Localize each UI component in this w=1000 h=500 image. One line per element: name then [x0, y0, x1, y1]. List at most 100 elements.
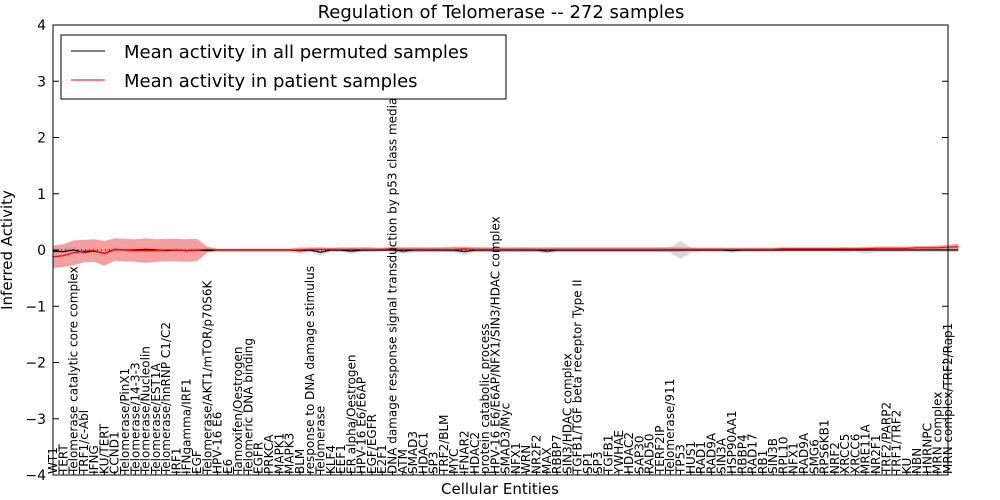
x-tick-label: Telomerase/PinX1 — [118, 368, 132, 475]
x-tick-label: NRF2 — [828, 442, 842, 474]
y-tick-label: 3 — [37, 74, 46, 90]
x-tick-label: CCND1 — [108, 431, 122, 474]
x-tick-label: HDAC2 — [622, 432, 636, 474]
x-tick-label: NFX1 — [787, 442, 801, 474]
y-axis-title: Inferred Activity — [0, 190, 16, 310]
x-tick-label: XRCC6 — [848, 434, 862, 474]
x-tick-label: RAD1 — [694, 441, 708, 474]
legend-box — [60, 34, 507, 100]
x-tick-label: RAD9A — [704, 432, 718, 474]
x-tick-label: TGFB1/TGF beta receptor Type II — [571, 279, 585, 475]
x-tick-label: EGF — [190, 450, 204, 474]
x-tick-label: MAPK1 — [272, 433, 286, 474]
series-1-line — [52, 246, 959, 258]
x-tick-label: MYC — [447, 449, 461, 474]
x-tick-label: BLM — [293, 449, 307, 474]
x-tick-label: HPV-16 E6/E6AP/NFX1/SIN3/HDAC complex — [488, 216, 502, 474]
x-tick-label: ATM — [396, 449, 410, 474]
x-tick-label: SIN3/HDAC complex — [560, 353, 574, 474]
y-tick-label: −4 — [25, 468, 46, 484]
series-1-band — [53, 238, 959, 268]
x-tick-label: TRF2/BLM — [437, 414, 451, 475]
x-tick-label: PRKCA — [262, 434, 276, 474]
x-tick-label: HNRNPC — [920, 423, 934, 474]
y-tick-label: 1 — [37, 187, 46, 203]
x-tick-label: RPS6KB1 — [818, 419, 832, 474]
x-axis-title: Cellular Entities — [441, 480, 559, 498]
x-tick-label: WT1 — [46, 447, 60, 474]
x-tick-label: IFNG — [87, 445, 101, 474]
x-tick-label: IFNgamma/IRF1 — [180, 378, 194, 474]
x-tick-label: NR2F1 — [869, 435, 883, 475]
x-tick-label: Telomerase/14-3-3 — [128, 362, 142, 475]
y-tick-label: −3 — [25, 412, 46, 428]
x-tick-label: SMAD3 — [406, 431, 420, 474]
y-tick-label: 2 — [37, 131, 46, 147]
x-tick-label: Telomerase/AKT1/mTOR/p70S6K — [200, 279, 214, 475]
x-tick-label: ER alpha/Oestrogen — [344, 355, 358, 474]
x-tick-label: HSP90AA1 — [725, 410, 739, 474]
x-tick-label: TERT — [56, 444, 70, 475]
x-tick-label: SIN3A — [715, 437, 729, 474]
x-tick-label: SAP30 — [632, 435, 646, 474]
x-tick-label: E6 — [221, 459, 235, 474]
x-tick-label: SP1 — [581, 451, 595, 474]
x-tick-label: TRF1/TRF2 — [890, 410, 904, 475]
x-tick-label: DNA damage response signal transduction … — [386, 81, 400, 474]
x-tick-label: EGFR — [252, 442, 266, 474]
x-tick-label: NFX1 — [509, 442, 523, 474]
legend: Mean activity in all permuted samples Me… — [60, 34, 507, 100]
x-tick-label: MRN complex/TRF2/Rap1 — [941, 323, 955, 474]
x-tick-label: SP3 — [427, 451, 441, 474]
x-tick-label: NR2F2 — [530, 434, 544, 474]
chart-title: Regulation of Telomerase -- 272 samples — [318, 2, 685, 23]
x-tick-label: SMAD3/Myc — [499, 403, 513, 474]
x-tick-label: HUS1 — [684, 441, 698, 474]
y-axis: −4 −3 −2 −1 0 1 2 3 4 — [25, 18, 948, 484]
x-tick-label: MAX — [540, 447, 554, 474]
x-tick-label: TGFB1 — [602, 435, 616, 475]
x-tick-label: Telomerase/hnRNP C1/C2 — [159, 322, 173, 475]
x-tick-label: TRF1/c-Abl — [77, 410, 91, 475]
x-tick-label: protein catabolic process — [478, 323, 492, 474]
x-tick-label: Tamoxifen/Oestrogen — [231, 347, 245, 475]
x-tick-label: Telomeric DNA binding — [242, 338, 256, 475]
y-tick-label: 0 — [37, 243, 46, 259]
x-tick-label: SP3 — [591, 451, 605, 474]
y-tick-label: −1 — [25, 299, 46, 315]
x-tick-label: TRF2/PARP2 — [879, 402, 893, 475]
x-tick-label: XRCC5 — [838, 434, 852, 474]
x-tick-label: SMG6 — [807, 439, 821, 474]
y-tick-label: 4 — [37, 18, 46, 34]
x-tick-label: YWHAE — [612, 430, 626, 475]
x-tick-label: RBBP4 — [735, 434, 749, 474]
x-tick-label: Telomerase/911 — [663, 379, 677, 475]
x-tick-label: WRN — [519, 445, 533, 474]
x-tick-label: HDAC1 — [416, 432, 430, 474]
x-tick-label: RBBP7 — [550, 434, 564, 474]
x-tick-label: IRF1 — [169, 448, 183, 474]
x-tick-label: RB1 — [756, 450, 770, 474]
x-tick-label: RPL10 — [776, 436, 790, 474]
legend-label-permuted: Mean activity in all permuted samples — [124, 42, 468, 63]
x-tick-label: HDAC2 — [468, 432, 482, 474]
x-tick-label: RAD50 — [643, 433, 657, 474]
x-tick-label: Telomerase/EST1A — [149, 362, 163, 475]
x-tick-label: HPV-16 E6/E6AP — [355, 377, 369, 474]
x-tick-label: RAD9A — [797, 432, 811, 474]
plot-area — [52, 238, 959, 268]
x-tick-label: TERF2IP — [653, 425, 667, 475]
x-tick-label: Telomerase catalytic core complex — [67, 266, 81, 475]
x-tick-label: MRN complex — [931, 392, 945, 474]
x-tick-label: HPV-16 E6 — [211, 412, 225, 474]
x-tick-label: EEF1 — [334, 444, 348, 474]
x-tick-label: response to DNA damage stimulus — [303, 266, 317, 474]
x-tick-label: Telomerase/Nucleolin — [139, 346, 153, 475]
x-tick-label: RAD17 — [746, 433, 760, 474]
x-tick-label: IFNAR2 — [458, 430, 472, 474]
x-tick-label: KLF4 — [324, 445, 338, 474]
x-tick-label: MAPK3 — [283, 433, 297, 474]
x-tick-label: KU — [900, 458, 914, 474]
x-tick-label: Telomerase — [314, 406, 328, 475]
